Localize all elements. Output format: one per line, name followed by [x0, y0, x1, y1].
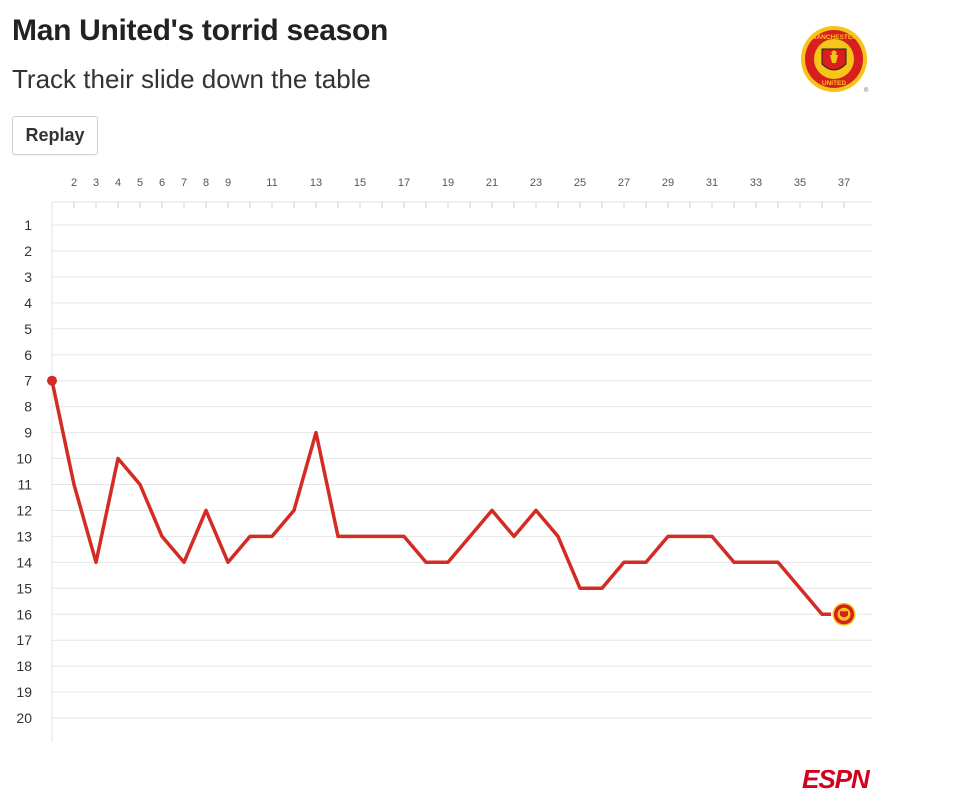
svg-text:®: ® — [864, 87, 869, 94]
data-point — [116, 457, 120, 461]
start-point-marker — [47, 375, 57, 386]
y-tick-label: 2 — [24, 243, 32, 259]
data-point — [688, 534, 692, 538]
x-tick-label: 15 — [354, 177, 366, 189]
data-point — [490, 508, 494, 512]
y-tick-label: 10 — [16, 451, 32, 467]
y-tick-label: 14 — [16, 554, 32, 570]
y-tick-label: 17 — [16, 632, 32, 648]
data-point — [512, 534, 516, 538]
x-tick-label: 33 — [750, 177, 762, 189]
x-tick-label: 3 — [93, 177, 99, 189]
x-tick-label: 25 — [574, 177, 586, 189]
data-point — [138, 483, 142, 487]
y-tick-label: 5 — [24, 321, 32, 337]
data-point — [182, 560, 186, 564]
data-point — [226, 560, 230, 564]
y-tick-label: 13 — [16, 528, 32, 544]
data-point — [468, 534, 472, 538]
data-point — [666, 534, 670, 538]
x-tick-label: 6 — [159, 177, 165, 189]
data-point — [314, 431, 318, 435]
y-tick-label: 3 — [24, 269, 32, 285]
end-crest-shield — [840, 611, 848, 618]
y-tick-label: 12 — [16, 502, 32, 518]
y-tick-label: 1 — [24, 217, 32, 233]
data-point — [424, 560, 428, 564]
y-tick-label: 7 — [24, 373, 32, 389]
data-point — [556, 534, 560, 538]
y-tick-label: 4 — [24, 295, 32, 311]
data-point — [732, 560, 736, 564]
crest-text-top: MANCHESTER — [811, 34, 857, 41]
data-point — [776, 560, 780, 564]
x-tick-label: 29 — [662, 177, 674, 189]
x-tick-label: 21 — [486, 177, 498, 189]
data-point — [578, 586, 582, 590]
chart-title: Man United's torrid season — [12, 14, 389, 47]
y-tick-label: 18 — [16, 658, 32, 674]
data-point — [644, 560, 648, 564]
x-axis: 2 3 4 5 6 7 8 9 11 13 15 17 19 21 23 25 27 29 31 33 35 37 — [71, 177, 850, 208]
data-point — [72, 483, 76, 487]
data-point — [160, 534, 164, 538]
y-tick-label: 19 — [16, 684, 32, 700]
series-markers — [47, 375, 857, 628]
x-tick-label: 17 — [398, 177, 410, 189]
x-tick-label: 4 — [115, 177, 121, 189]
data-point — [710, 534, 714, 538]
series-points — [50, 379, 846, 617]
x-tick-label: 23 — [530, 177, 542, 189]
y-tick-label: 6 — [24, 347, 32, 363]
data-point — [292, 508, 296, 512]
y-tick-label: 20 — [16, 710, 32, 726]
y-tick-label: 9 — [24, 425, 32, 441]
x-tick-label: 9 — [225, 177, 231, 189]
data-point — [248, 534, 252, 538]
crest-text-bottom: UNITED — [822, 80, 847, 87]
data-point — [270, 534, 274, 538]
data-point — [204, 508, 208, 512]
x-tick-label: 13 — [310, 177, 322, 189]
y-tick-label: 16 — [16, 606, 32, 622]
x-tick-label: 8 — [203, 177, 209, 189]
y-tick-label: 11 — [17, 477, 32, 493]
manchester-united-crest-icon: MANCHESTER UNITED ® — [801, 26, 869, 94]
x-tick-label: 19 — [442, 177, 454, 189]
series-line — [50, 378, 846, 617]
x-tick-label: 7 — [181, 177, 187, 189]
x-tick-label: 35 — [794, 177, 806, 189]
chart-gridlines — [51, 201, 872, 742]
x-tick-label: 2 — [71, 177, 77, 189]
data-point — [446, 560, 450, 564]
x-tick-label: 5 — [137, 177, 143, 189]
x-tick-label: 27 — [618, 177, 630, 189]
espn-logo-text: ESPN — [802, 765, 871, 793]
data-point — [380, 534, 384, 538]
data-point — [402, 534, 406, 538]
y-tick-label: 8 — [24, 399, 32, 415]
y-tick-label: 15 — [16, 580, 32, 596]
chart-subtitle: Track their slide down the table — [12, 64, 371, 94]
x-tick-label: 31 — [706, 177, 718, 189]
espn-logo-icon: ESPN — [802, 765, 872, 793]
league-position-chart: 2 3 4 5 6 7 8 9 11 13 15 17 19 21 23 25 27 29 31 33 35 37 123… — [16, 177, 872, 742]
data-point — [358, 534, 362, 538]
data-point — [798, 586, 802, 590]
data-point — [94, 560, 98, 564]
data-point — [754, 560, 758, 564]
data-point — [600, 586, 604, 590]
x-tick-label: 37 — [838, 177, 850, 189]
x-tick-label: 11 — [266, 177, 277, 189]
data-point — [336, 534, 340, 538]
data-point — [622, 560, 626, 564]
replay-button[interactable]: Replay — [12, 116, 98, 155]
data-point — [534, 508, 538, 512]
data-point — [820, 612, 824, 616]
